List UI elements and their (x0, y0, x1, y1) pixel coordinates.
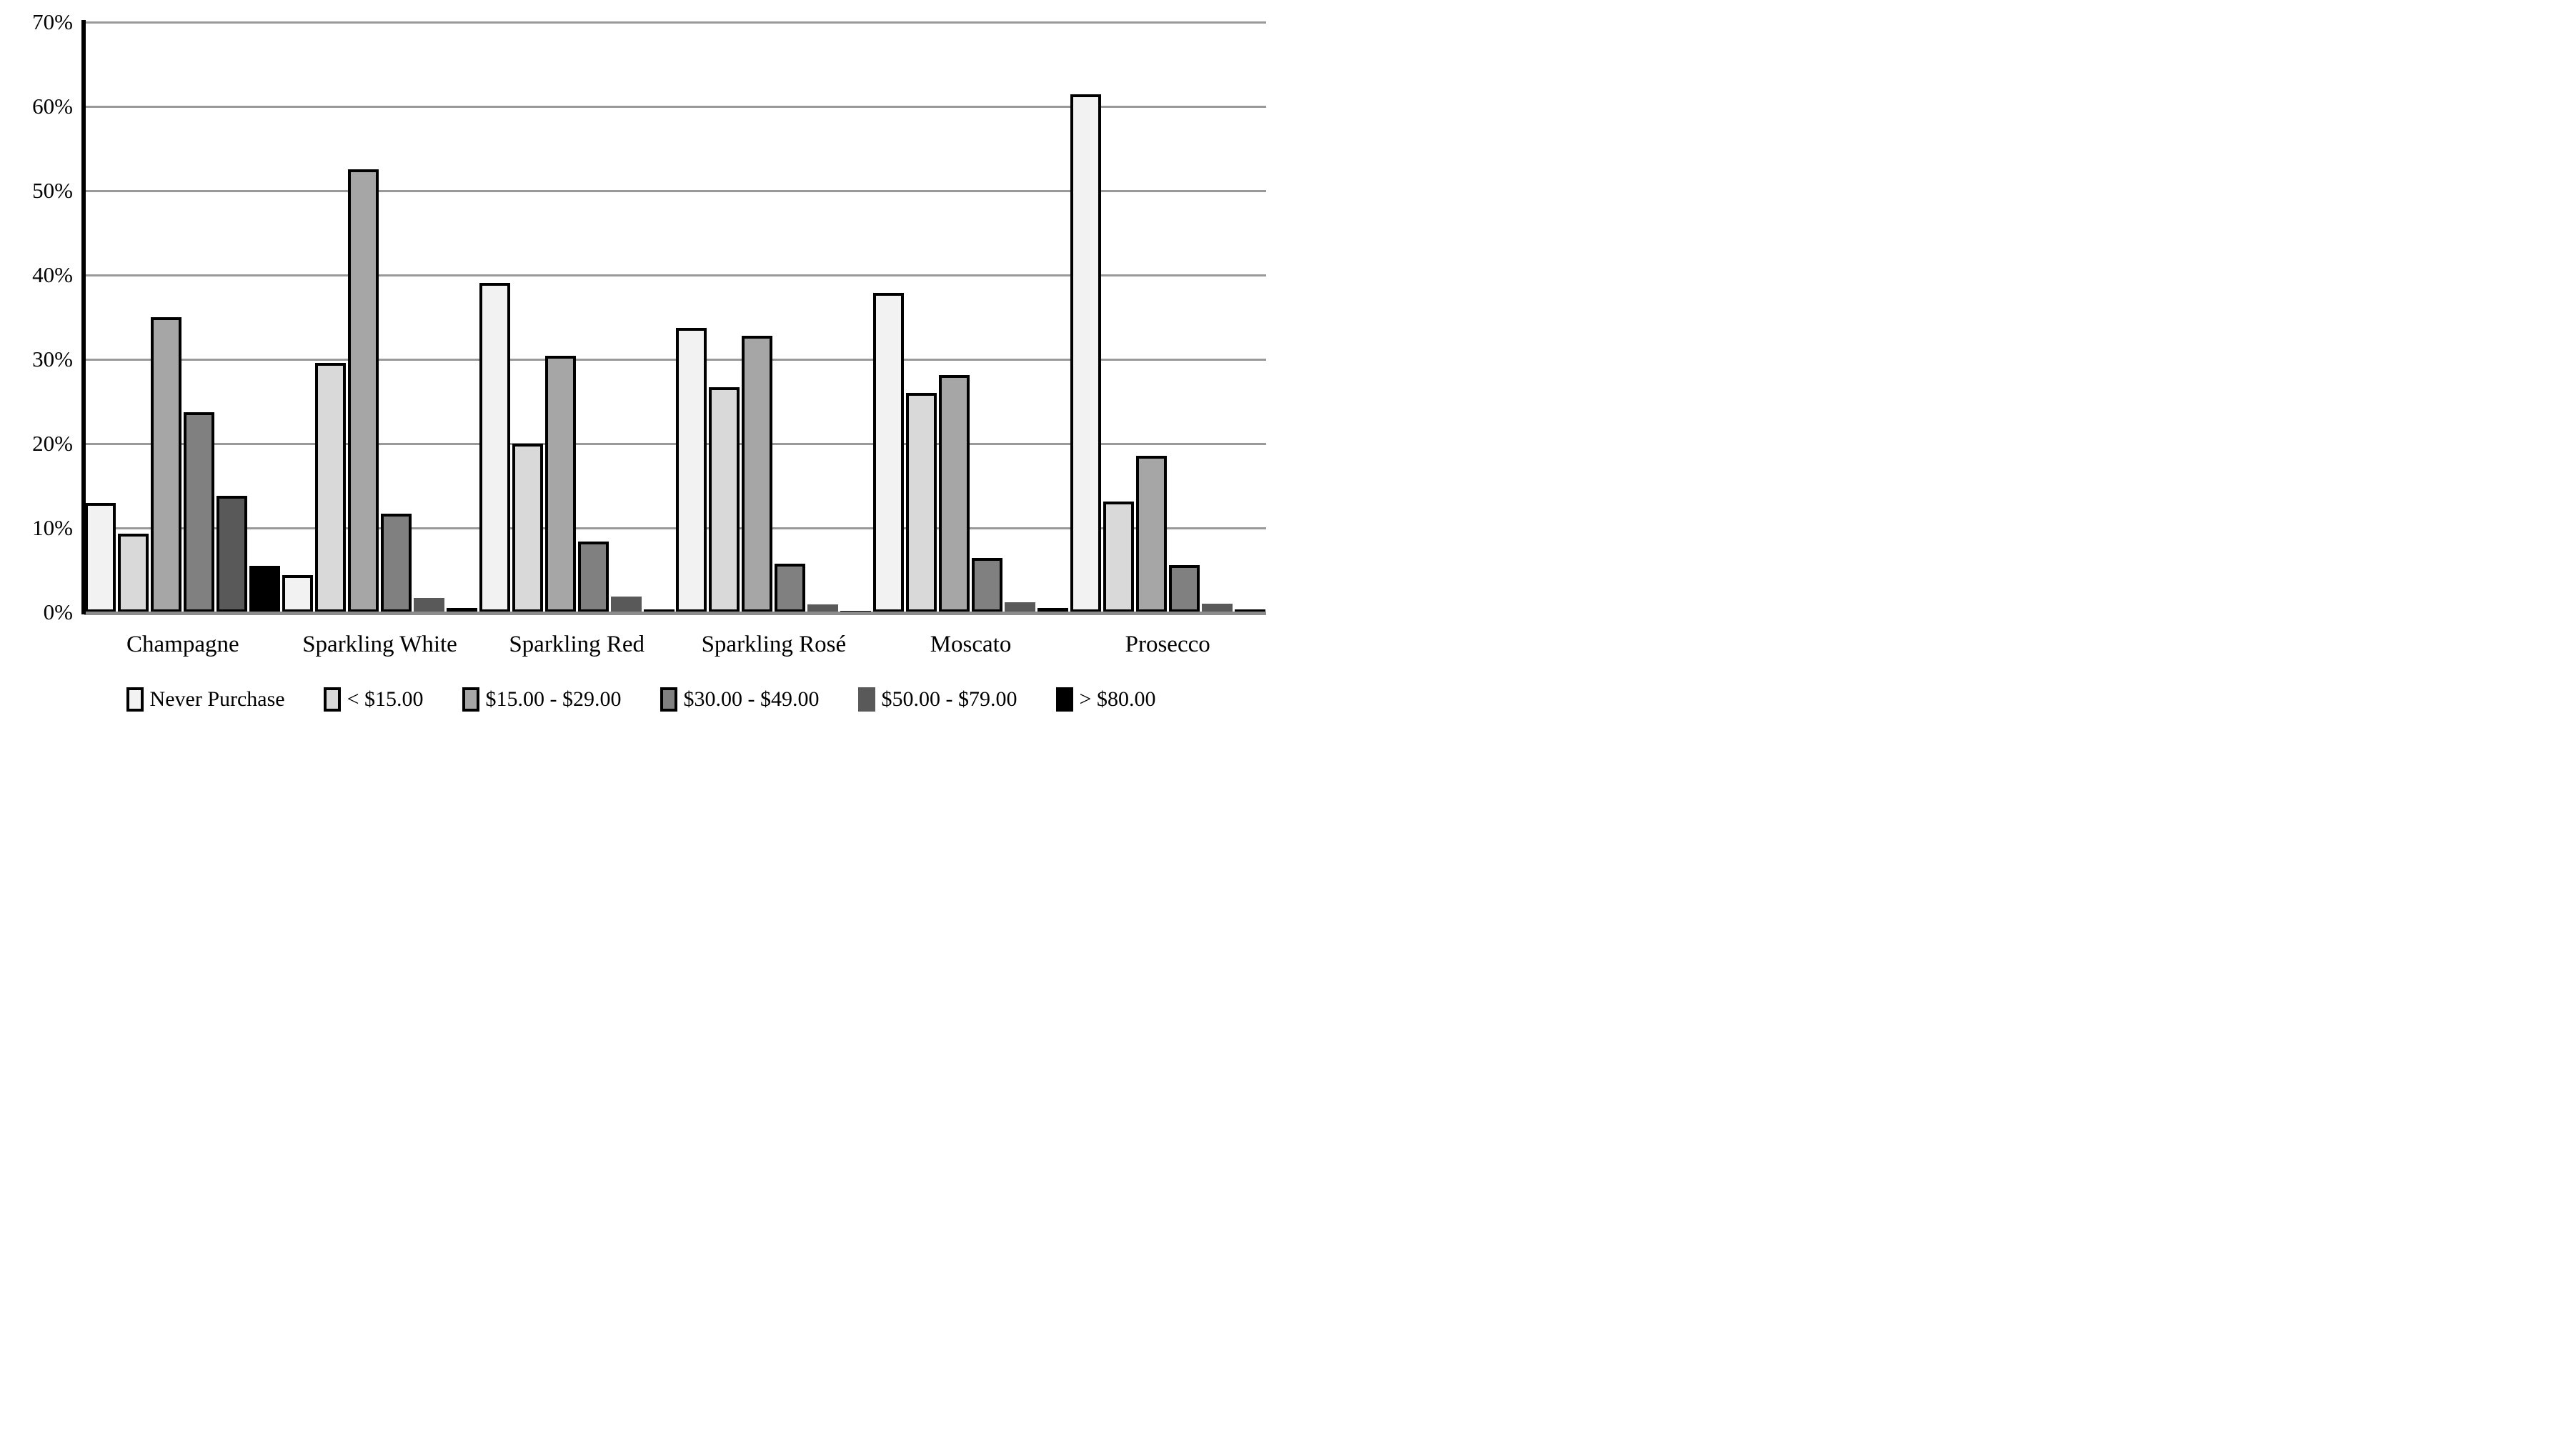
x-category-label: Prosecco (1125, 632, 1210, 657)
legend-item: $30.00 - $49.00 (660, 687, 820, 712)
legend-item: < $15.00 (323, 687, 424, 712)
bar (447, 608, 477, 612)
bar (1103, 502, 1134, 612)
legend-swatch (1055, 687, 1073, 712)
bar (643, 609, 675, 612)
bar-groups-layer (84, 22, 1266, 612)
bar (709, 387, 740, 612)
legend-swatch (126, 687, 144, 712)
x-axis-labels: Champagne Sparkling White Sparkling Red Spa… (84, 629, 1266, 660)
bar-chart: 70% 60% 50% 40% 30% 20% 10% 0% Champagne Sparkli… (0, 0, 1282, 728)
bar (742, 336, 773, 612)
bar (1168, 565, 1200, 612)
legend-label: Never Purchase (149, 687, 285, 711)
legend-label: < $15.00 (347, 687, 424, 711)
bar (1201, 604, 1233, 612)
legend: Never Purchase < $15.00 $15.00 - $29.00 $30… (0, 687, 1282, 712)
y-tick-label: 70% (32, 9, 73, 34)
y-tick-label: 30% (32, 346, 73, 372)
bar (151, 317, 182, 612)
bar (414, 598, 444, 612)
y-tick-label: 40% (32, 262, 73, 287)
bar (544, 356, 576, 612)
bar (512, 444, 543, 612)
legend-item: Never Purchase (126, 687, 285, 712)
x-axis-line (84, 612, 1266, 615)
bar (1005, 602, 1036, 612)
bar-group (84, 22, 282, 612)
legend-swatch (462, 687, 479, 712)
bar (282, 575, 313, 612)
bar (1135, 456, 1167, 612)
x-category-label: Sparkling Rosé (701, 632, 847, 657)
bar (807, 604, 839, 612)
bar (85, 503, 116, 612)
y-tick-label: 50% (32, 178, 73, 203)
x-category-label: Sparkling Red (509, 632, 645, 657)
bar (873, 293, 905, 612)
bar-group (872, 22, 1070, 612)
x-category-label: Sparkling White (302, 632, 457, 657)
gridline (84, 190, 1266, 192)
bar (118, 534, 149, 612)
legend-item: $15.00 - $29.00 (462, 687, 622, 712)
bar (676, 328, 707, 612)
bar (479, 283, 510, 612)
bar (381, 514, 412, 612)
gridline (84, 274, 1266, 276)
bar (577, 542, 609, 612)
y-axis-line (81, 20, 86, 614)
gridline (84, 106, 1266, 108)
legend-swatch (323, 687, 341, 712)
plot-area (84, 21, 1266, 615)
bar-group (282, 22, 479, 612)
bar (906, 393, 937, 612)
legend-swatch (857, 687, 875, 712)
x-category-label: Champagne (126, 632, 239, 657)
y-tick-label: 20% (32, 431, 73, 456)
bar (348, 169, 379, 612)
legend-item: $50.00 - $79.00 (857, 687, 1017, 712)
y-tick-label: 60% (32, 94, 73, 119)
bar (1037, 608, 1069, 612)
bar (184, 412, 215, 612)
gridline (84, 21, 1266, 24)
legend-item: > $80.00 (1055, 687, 1156, 712)
bar (315, 363, 346, 612)
legend-label: $15.00 - $29.00 (485, 687, 622, 711)
bar (1234, 609, 1265, 612)
gridline (84, 359, 1266, 361)
bar (217, 496, 248, 612)
bar (610, 597, 642, 612)
bar-group (478, 22, 675, 612)
bar (1070, 94, 1101, 612)
legend-label: $30.00 - $49.00 (683, 687, 820, 711)
legend-label: $50.00 - $79.00 (881, 687, 1017, 711)
bar (775, 564, 806, 612)
x-category-label: Moscato (930, 632, 1012, 657)
legend-swatch (660, 687, 677, 712)
bar-group (675, 22, 872, 612)
bar-group (1069, 22, 1266, 612)
bar (972, 558, 1003, 612)
legend-label: > $80.00 (1079, 687, 1156, 711)
gridline (84, 443, 1266, 445)
y-tick-label: 10% (32, 515, 73, 540)
bar (249, 566, 281, 612)
y-tick-label: 0% (43, 599, 73, 624)
gridline (84, 527, 1266, 529)
bar (939, 375, 970, 612)
